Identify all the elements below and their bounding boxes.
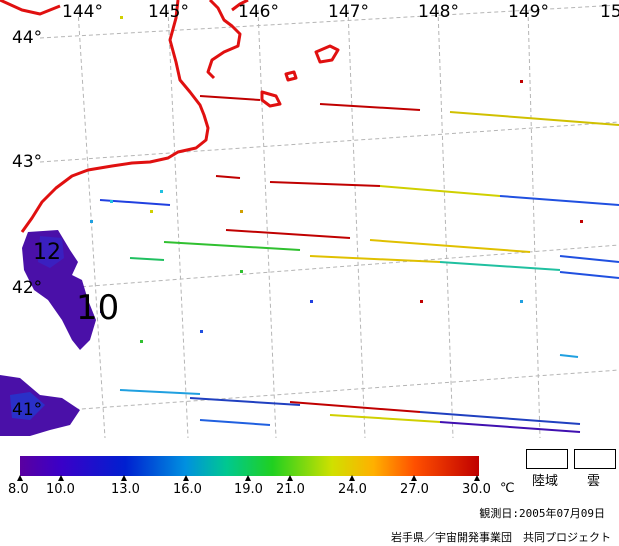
graticule [39, 4, 619, 438]
colorbar-tick-10: 10.0 [46, 482, 75, 497]
longitude-label-144: 144° [62, 2, 103, 22]
legend-cloud-swatch [574, 449, 616, 469]
longitude-label-148: 148° [418, 2, 459, 22]
legend-cloud-label: 雲 [587, 474, 601, 489]
grid-meridian-148 [437, 9, 454, 438]
grid-parallel-43 [39, 121, 619, 163]
legend-land-swatch [526, 449, 568, 469]
grid-parallel-41 [39, 369, 619, 413]
latitude-label-41: 41° [12, 400, 43, 420]
latitude-label-44: 44° [12, 28, 43, 48]
grid-parallel-44 [39, 4, 619, 39]
longitude-label-145: 145° [148, 2, 189, 22]
colorbar-tick-marks [17, 475, 480, 481]
sst-map [0, 0, 619, 438]
colorbar-tick-21: 21.0 [276, 482, 305, 497]
latitude-label-43: 43° [12, 152, 43, 172]
credit-text: 岩手県／宇宙開発事業団 共同プロジェクト [391, 531, 611, 544]
grid-meridian-149 [527, 9, 541, 438]
grid-meridian-146 [257, 9, 277, 438]
grid-parallel-42 [39, 244, 619, 291]
colorbar-tick-24: 24.0 [338, 482, 367, 497]
coastline [0, 0, 340, 233]
grid-meridian-144 [77, 9, 106, 438]
sst-speckles [90, 16, 583, 343]
isotherm-label-10: 10 [76, 288, 120, 328]
longitude-label-150: 15 [600, 2, 619, 22]
isotherm-label-12: 12 [33, 240, 61, 265]
coastline-island-2 [314, 44, 340, 64]
colorbar-tick-30: 30.0 [462, 482, 491, 497]
observation-date: 観測日:2005年07月09日 [479, 507, 605, 520]
grid-meridian-147 [347, 9, 366, 438]
coastline-kuril [206, 0, 249, 80]
coastline-hokkaido [0, 0, 210, 233]
temperature-colorbar [20, 456, 479, 476]
coastline-island-1 [260, 90, 282, 108]
latitude-label-42: 42° [12, 278, 43, 298]
legend-land-label: 陸域 [532, 474, 559, 489]
grid-meridian-145 [167, 9, 189, 438]
longitude-label-149: 149° [508, 2, 549, 22]
colorbar-tick-8: 8.0 [8, 482, 29, 497]
colorbar-tick-19: 19.0 [234, 482, 263, 497]
sst-streaks [99, 95, 619, 433]
colorbar-tick-16: 16.0 [173, 482, 202, 497]
coastline-island-3 [284, 70, 298, 82]
colorbar-tick-13: 13.0 [111, 482, 140, 497]
colorbar-unit: ℃ [500, 481, 515, 496]
longitude-label-147: 147° [328, 2, 369, 22]
sst-cold-region [0, 230, 96, 436]
longitude-label-146: 146° [238, 2, 279, 22]
colorbar-tick-27: 27.0 [400, 482, 429, 497]
